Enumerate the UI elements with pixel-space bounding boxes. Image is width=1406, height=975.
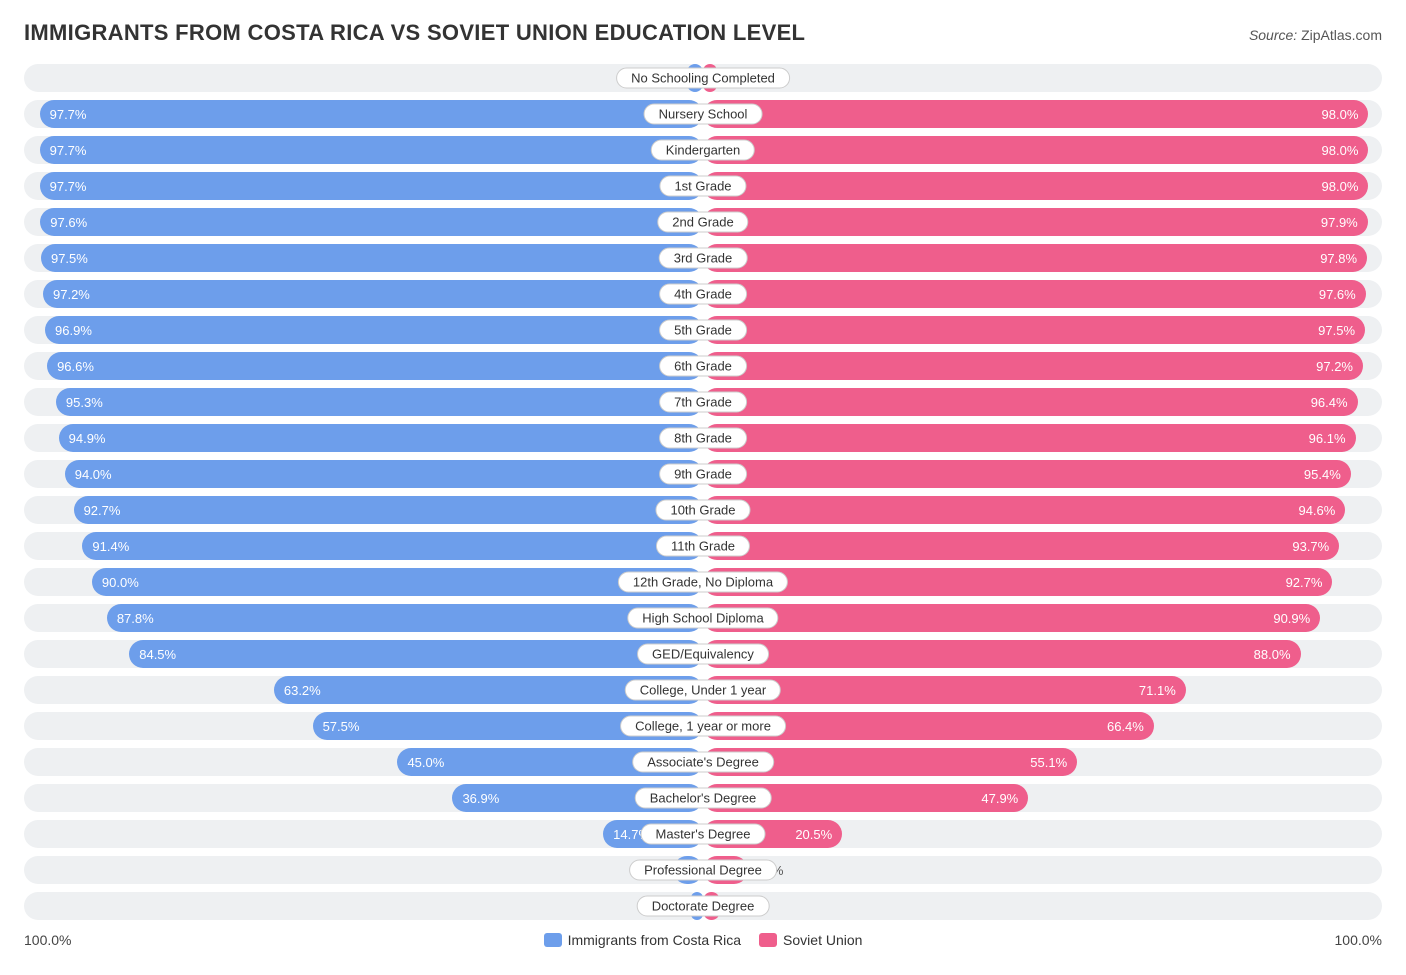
value-right: 98.0% xyxy=(703,100,1368,128)
chart-row: 97.5%97.8%3rd Grade xyxy=(24,244,1382,272)
category-label: 6th Grade xyxy=(659,356,747,377)
category-label: 11th Grade xyxy=(656,536,750,557)
value-right: 95.4% xyxy=(703,460,1351,488)
chart-row: 97.7%98.0%Kindergarten xyxy=(24,136,1382,164)
chart-row: 90.0%92.7%12th Grade, No Diploma xyxy=(24,568,1382,596)
value-right: 97.9% xyxy=(703,208,1368,236)
legend-swatch-left xyxy=(544,933,562,947)
category-label: Nursery School xyxy=(644,104,763,125)
value-left: 90.0% xyxy=(92,568,703,596)
category-label: High School Diploma xyxy=(627,608,778,629)
value-left: 97.7% xyxy=(40,100,703,128)
category-label: 12th Grade, No Diploma xyxy=(618,572,788,593)
value-right: 98.0% xyxy=(703,136,1368,164)
value-right: 90.9% xyxy=(703,604,1320,632)
legend-label-right: Soviet Union xyxy=(783,932,862,948)
chart-row: 2.3%2.0%No Schooling Completed xyxy=(24,64,1382,92)
value-right: 96.1% xyxy=(703,424,1356,452)
legend-item-left: Immigrants from Costa Rica xyxy=(544,932,741,948)
category-label: Bachelor's Degree xyxy=(635,788,772,809)
chart-row: 97.7%98.0%1st Grade xyxy=(24,172,1382,200)
value-left: 87.8% xyxy=(107,604,703,632)
source-label: Source: xyxy=(1249,27,1297,43)
value-right: 97.8% xyxy=(703,244,1367,272)
axis-right-label: 100.0% xyxy=(1335,932,1382,948)
value-left: 97.7% xyxy=(40,136,703,164)
axis-left-label: 100.0% xyxy=(24,932,71,948)
chart-row: 97.6%97.9%2nd Grade xyxy=(24,208,1382,236)
category-label: 3rd Grade xyxy=(659,248,748,269)
value-right: 92.7% xyxy=(703,568,1332,596)
value-right: 97.6% xyxy=(703,280,1366,308)
chart-row: 96.9%97.5%5th Grade xyxy=(24,316,1382,344)
legend-swatch-right xyxy=(759,933,777,947)
value-left: 97.6% xyxy=(40,208,703,236)
value-right: 93.7% xyxy=(703,532,1339,560)
value-right: 96.4% xyxy=(703,388,1358,416)
chart-row: 84.5%88.0%GED/Equivalency xyxy=(24,640,1382,668)
value-left: 97.5% xyxy=(41,244,703,272)
diverging-bar-chart: 2.3%2.0%No Schooling Completed97.7%98.0%… xyxy=(24,64,1382,920)
chart-row: 36.9%47.9%Bachelor's Degree xyxy=(24,784,1382,812)
chart-row: 63.2%71.1%College, Under 1 year xyxy=(24,676,1382,704)
chart-row: 96.6%97.2%6th Grade xyxy=(24,352,1382,380)
value-left: 84.5% xyxy=(129,640,703,668)
chart-header: IMMIGRANTS FROM COSTA RICA VS SOVIET UNI… xyxy=(24,20,1382,46)
source-attribution: Source: ZipAtlas.com xyxy=(1249,27,1382,43)
chart-row: 1.8%2.5%Doctorate Degree xyxy=(24,892,1382,920)
chart-row: 87.8%90.9%High School Diploma xyxy=(24,604,1382,632)
chart-row: 14.7%20.5%Master's Degree xyxy=(24,820,1382,848)
chart-title: IMMIGRANTS FROM COSTA RICA VS SOVIET UNI… xyxy=(24,20,805,46)
category-label: 2nd Grade xyxy=(657,212,748,233)
chart-footer: 100.0% Immigrants from Costa Rica Soviet… xyxy=(24,928,1382,952)
category-label: Kindergarten xyxy=(651,140,755,161)
category-label: 4th Grade xyxy=(659,284,747,305)
legend-label-left: Immigrants from Costa Rica xyxy=(568,932,741,948)
category-label: Doctorate Degree xyxy=(637,896,770,917)
value-left: 94.0% xyxy=(65,460,703,488)
value-right: 94.6% xyxy=(703,496,1345,524)
category-label: No Schooling Completed xyxy=(616,68,790,89)
value-left: 94.9% xyxy=(59,424,703,452)
category-label: Professional Degree xyxy=(629,860,777,881)
value-left: 95.3% xyxy=(56,388,703,416)
category-label: 10th Grade xyxy=(655,500,750,521)
value-right: 98.0% xyxy=(703,172,1368,200)
category-label: College, Under 1 year xyxy=(625,680,781,701)
category-label: 9th Grade xyxy=(659,464,747,485)
value-right: 88.0% xyxy=(703,640,1301,668)
chart-row: 94.9%96.1%8th Grade xyxy=(24,424,1382,452)
legend: Immigrants from Costa Rica Soviet Union xyxy=(544,932,863,948)
category-label: 1st Grade xyxy=(659,176,746,197)
chart-row: 91.4%93.7%11th Grade xyxy=(24,532,1382,560)
chart-row: 4.4%6.6%Professional Degree xyxy=(24,856,1382,884)
chart-row: 94.0%95.4%9th Grade xyxy=(24,460,1382,488)
value-left: 97.2% xyxy=(43,280,703,308)
category-label: 7th Grade xyxy=(659,392,747,413)
value-left: 96.9% xyxy=(45,316,703,344)
legend-item-right: Soviet Union xyxy=(759,932,862,948)
chart-row: 92.7%94.6%10th Grade xyxy=(24,496,1382,524)
chart-row: 95.3%96.4%7th Grade xyxy=(24,388,1382,416)
chart-row: 57.5%66.4%College, 1 year or more xyxy=(24,712,1382,740)
value-left: 96.6% xyxy=(47,352,703,380)
value-left: 91.4% xyxy=(82,532,703,560)
chart-row: 45.0%55.1%Associate's Degree xyxy=(24,748,1382,776)
category-label: Associate's Degree xyxy=(632,752,774,773)
value-left: 92.7% xyxy=(74,496,703,524)
value-right: 97.2% xyxy=(703,352,1363,380)
category-label: College, 1 year or more xyxy=(620,716,786,737)
category-label: GED/Equivalency xyxy=(637,644,769,665)
source-value: ZipAtlas.com xyxy=(1301,27,1382,43)
value-left: 97.7% xyxy=(40,172,703,200)
chart-row: 97.7%98.0%Nursery School xyxy=(24,100,1382,128)
value-right: 97.5% xyxy=(703,316,1365,344)
category-label: Master's Degree xyxy=(641,824,766,845)
category-label: 8th Grade xyxy=(659,428,747,449)
category-label: 5th Grade xyxy=(659,320,747,341)
chart-row: 97.2%97.6%4th Grade xyxy=(24,280,1382,308)
